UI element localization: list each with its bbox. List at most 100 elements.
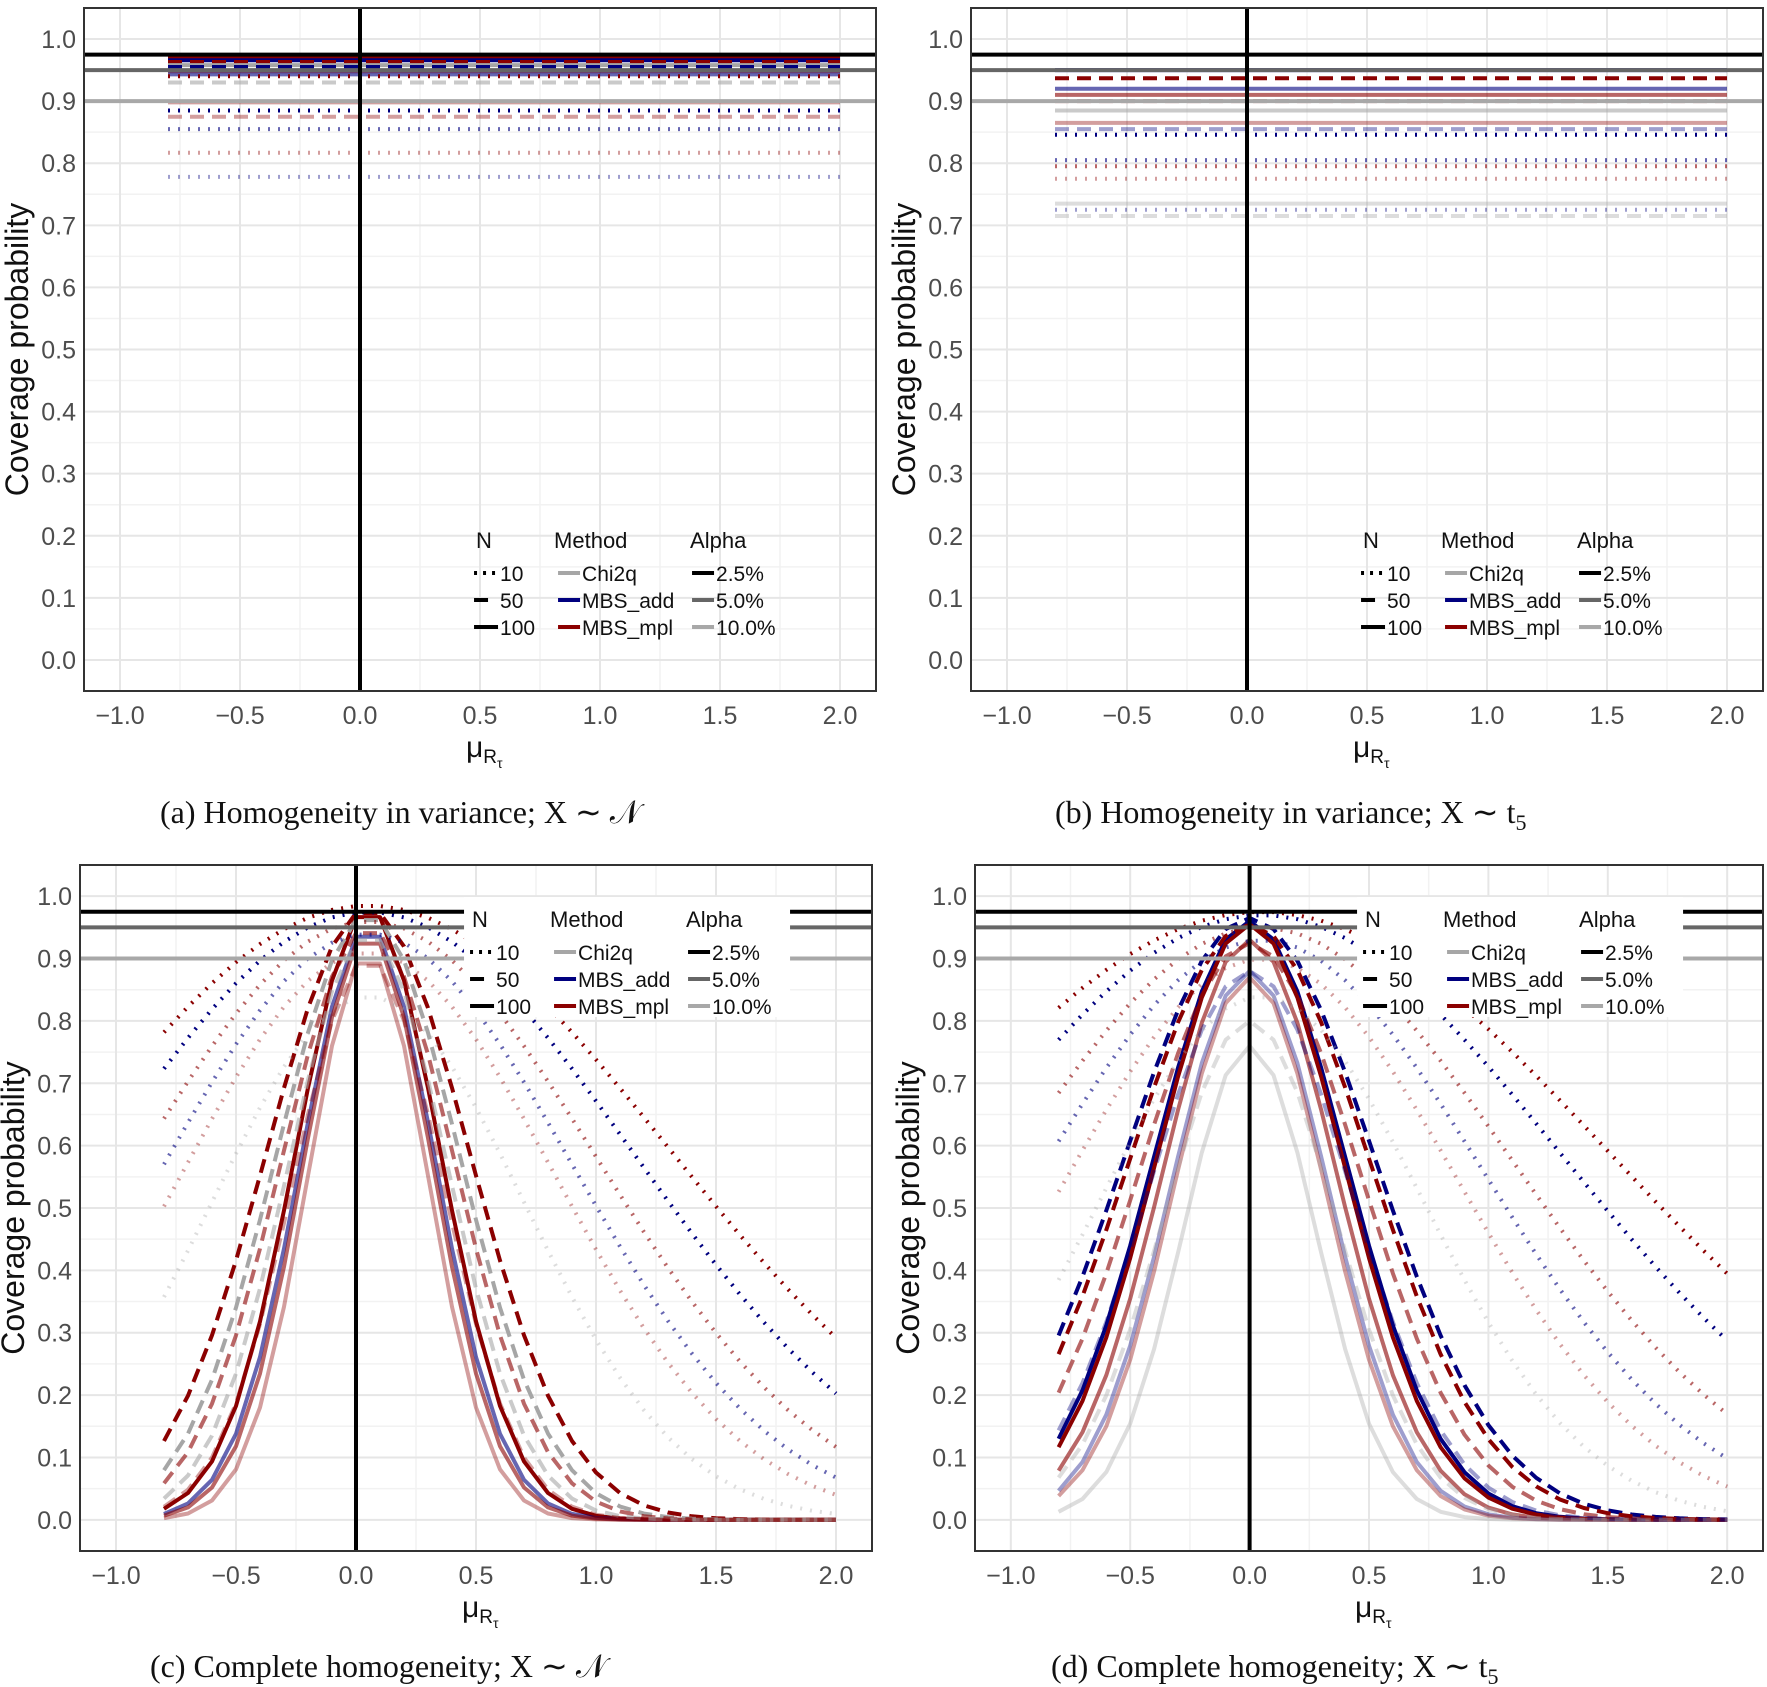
legend-label-method: MBS_add: [1471, 969, 1563, 992]
legend-label-method: MBS_mpl: [1471, 996, 1562, 1019]
x-tick-label: 1.5: [1590, 702, 1625, 730]
x-tick-label: 2.0: [1710, 702, 1745, 730]
legend-label-n: 10: [500, 563, 523, 586]
legend-label-n: 100: [500, 617, 535, 640]
y-tick-label: 0.6: [37, 1133, 72, 1161]
legend-label-method: MBS_mpl: [1469, 617, 1560, 640]
y-tick-label: 0.9: [41, 88, 76, 116]
series-line-Chi2q-N50-a2p5: [162, 918, 836, 1522]
legend-label-method: MBS_mpl: [582, 617, 673, 640]
x-axis-label: μRτ: [462, 1591, 499, 1631]
legend-label-alpha: 2.5%: [712, 942, 760, 965]
y-tick-label: 0.2: [41, 523, 76, 551]
x-axis-label: μRτ: [1355, 1591, 1392, 1631]
legend-label-alpha: 2.5%: [1605, 942, 1653, 965]
legend-label-method: Chi2q: [1469, 563, 1524, 586]
series-line-Chi2q-N50-a5p0: [162, 938, 836, 1522]
y-tick-label: 0.3: [41, 461, 76, 489]
panel-border: [83, 7, 877, 692]
chart-panel-d: 0.0 0.1 0.2 0.3 0.4 0.5 0.6 0.7 0.8 0.9 1.0 −1.0 −0.…: [890, 864, 1764, 1687]
x-tick-label: 1.5: [1590, 1562, 1625, 1590]
legend: N Method Alpha 10 50 100 Chi2q MBS_add MBS_mpl 2.…: [1361, 528, 1663, 640]
legend-label-alpha: 10.0%: [1603, 617, 1663, 640]
y-tick-label: 0.7: [928, 212, 963, 240]
series-group: [1055, 68, 1727, 218]
legend-title-method: Method: [554, 528, 627, 553]
y-tick-label: 0.9: [37, 946, 72, 974]
y-tick-label: 0.5: [932, 1195, 967, 1223]
x-tick-label: 1.0: [579, 1562, 614, 1590]
x-tick-label: 1.5: [703, 702, 738, 730]
x-tick-label: 0.0: [339, 1562, 374, 1590]
legend-title-n: N: [1363, 528, 1379, 553]
y-tick-label: 0.0: [928, 647, 963, 675]
series-line-MBS_mpl-N100-a5p0: [1056, 937, 1728, 1522]
x-tick-label: 0.5: [459, 1562, 494, 1590]
y-tick-label: 0.4: [932, 1257, 967, 1285]
legend-title-alpha: Alpha: [690, 528, 747, 553]
legend: N Method Alpha 10 50 100 Chi2q MBS_add MBS_mpl 2.…: [474, 528, 776, 640]
legend-title-method: Method: [1443, 907, 1516, 932]
legend-background: [464, 897, 791, 1017]
panel-border: [970, 7, 1764, 692]
y-tick-label: 0.5: [37, 1195, 72, 1223]
x-tick-label: 0.0: [343, 702, 378, 730]
legend-label-alpha: 10.0%: [712, 996, 772, 1019]
y-tick-label: 0.1: [41, 585, 76, 613]
x-tick-label: 0.5: [1352, 1562, 1387, 1590]
y-tick-label: 0.4: [41, 399, 76, 427]
legend-title-alpha: Alpha: [686, 907, 743, 932]
legend-label-method: MBS_add: [582, 590, 674, 613]
legend-label-n: 10: [496, 942, 519, 965]
legend-title-method: Method: [1441, 528, 1514, 553]
x-tick-label: −0.5: [211, 1562, 260, 1590]
legend-label-n: 50: [1387, 590, 1410, 613]
series-line-MBS_mpl-N50-a2p5: [1056, 922, 1728, 1522]
x-tick-label: 1.5: [699, 1562, 734, 1590]
y-tick-label: 1.0: [928, 26, 963, 54]
y-tick-label: 0.2: [37, 1382, 72, 1410]
panel-caption: (c) Complete homogeneity; X ∼ 𝒩: [150, 1648, 611, 1684]
x-tick-label: 2.0: [819, 1562, 854, 1590]
y-tick-label: 0.7: [932, 1070, 967, 1098]
series-line-Chi2q-N50-a10p0: [1056, 1018, 1728, 1522]
legend-label-n: 50: [1389, 969, 1412, 992]
x-tick-label: −1.0: [986, 1562, 1035, 1590]
y-tick-label: 0.8: [37, 1008, 72, 1036]
legend: N Method Alpha 10 50 100 Chi2q MBS_add MBS_mpl 2.…: [464, 897, 791, 1019]
x-axis-label: μRτ: [1353, 731, 1390, 771]
legend-title-alpha: Alpha: [1577, 528, 1634, 553]
x-tick-label: 0.5: [1350, 702, 1385, 730]
series-line-MBS_add-N100-a10p0: [1057, 969, 1728, 1522]
legend-label-n: 100: [1387, 617, 1422, 640]
y-axis-label: Coverage probability: [886, 203, 922, 497]
y-tick-label: 0.3: [37, 1320, 72, 1348]
legend-label-alpha: 2.5%: [1603, 563, 1651, 586]
y-tick-label: 0.2: [932, 1382, 967, 1410]
y-tick-label: 0.6: [928, 274, 963, 302]
y-tick-label: 0.1: [928, 585, 963, 613]
y-tick-label: 0.6: [41, 274, 76, 302]
legend: N Method Alpha 10 50 100 Chi2q MBS_add MBS_mpl 2.…: [1357, 897, 1684, 1019]
legend-label-n: 10: [1389, 942, 1412, 965]
y-tick-label: 0.7: [37, 1070, 72, 1098]
series-line-MBS_add-N50-a2p5: [1056, 916, 1728, 1522]
series-line-MBS_mpl-N50-a5p0: [1056, 941, 1728, 1522]
y-tick-label: 0.0: [41, 647, 76, 675]
x-tick-label: 2.0: [1710, 1562, 1745, 1590]
x-tick-label: −1.0: [91, 1562, 140, 1590]
x-tick-label: −0.5: [1102, 702, 1151, 730]
y-tick-label: 0.9: [928, 88, 963, 116]
y-axis-label: Coverage probability: [890, 1061, 926, 1355]
x-tick-label: 2.0: [823, 702, 858, 730]
legend-label-alpha: 5.0%: [716, 590, 764, 613]
legend-label-n: 50: [496, 969, 519, 992]
y-tick-label: 0.3: [932, 1320, 967, 1348]
legend-label-alpha: 2.5%: [716, 563, 764, 586]
chart-panel-a: 0.0 0.1 0.2 0.3 0.4 0.5 0.6 0.7 0.8 0.9 1.0 −1.0 −0.…: [0, 7, 877, 830]
chart-panel-c: 0.0 0.1 0.2 0.3 0.4 0.5 0.6 0.7 0.8 0.9 1.0 −1.0 −0.…: [0, 864, 873, 1684]
y-tick-label: 0.5: [928, 337, 963, 365]
legend-label-method: MBS_mpl: [578, 996, 669, 1019]
y-tick-label: 1.0: [932, 883, 967, 911]
legend-label-n: 100: [496, 996, 531, 1019]
